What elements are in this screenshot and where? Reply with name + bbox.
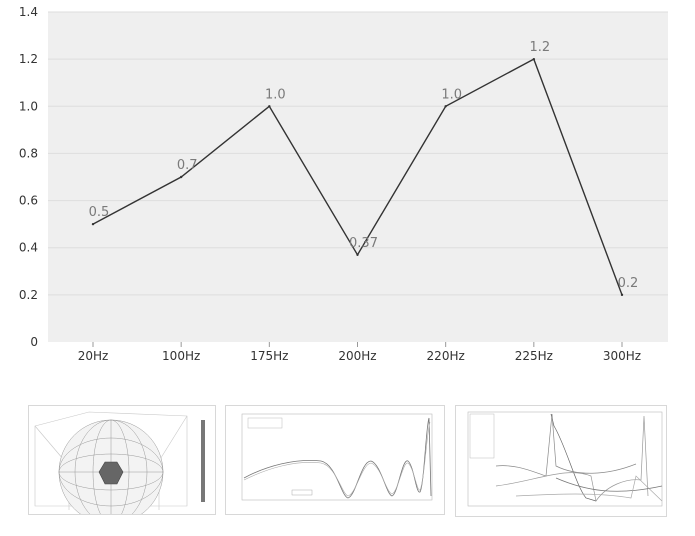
y-tick-label: 1.0 <box>19 99 38 113</box>
plot-area <box>48 12 668 342</box>
data-labels: 0.5 0.7 1.0 0.37 1.0 1.2 0.2 <box>89 40 639 297</box>
thumbnail-line-plot[interactable] <box>225 405 445 515</box>
x-tick-label: 100Hz <box>162 349 200 363</box>
mini-legend-2-icon <box>469 413 495 459</box>
mini-plot-frame-2 <box>467 411 663 507</box>
x-tick-label: 20Hz <box>78 349 109 363</box>
line-chart: 0 0.2 0.4 0.6 0.8 1.0 1.2 1.4 20Hz 100Hz 175Hz 200… <box>19 5 668 363</box>
data-point <box>444 105 447 108</box>
x-tick-label: 220Hz <box>427 349 465 363</box>
data-label: 0.2 <box>618 276 639 291</box>
data-point <box>620 293 624 297</box>
hexagon-icon <box>98 461 124 485</box>
data-point <box>356 253 359 256</box>
x-tick-label: 300Hz <box>603 349 641 363</box>
data-point <box>268 105 271 108</box>
x-tick-label: 175Hz <box>250 349 288 363</box>
data-label: 1.2 <box>529 40 550 55</box>
gridlines <box>48 11 668 296</box>
x-tick-label: 200Hz <box>338 349 376 363</box>
y-tick-label: 1.2 <box>19 52 38 66</box>
data-label: 0.5 <box>89 205 110 220</box>
y-tick-label: 0.6 <box>19 194 38 208</box>
data-point <box>532 57 536 61</box>
mini-multi-series-icon <box>495 413 663 502</box>
y-tick-label: 0 <box>30 335 38 349</box>
x-tick-label: 225Hz <box>515 349 553 363</box>
data-point <box>91 222 95 226</box>
data-label: 0.37 <box>349 236 378 251</box>
y-tick-label: 1.4 <box>19 5 38 19</box>
data-point <box>179 175 183 179</box>
y-tick-label: 0.2 <box>19 288 38 302</box>
thumbnail-3d-sphere[interactable] <box>28 405 216 515</box>
data-label: 1.0 <box>265 87 286 102</box>
data-label: 1.0 <box>441 87 462 102</box>
y-axis-ticks: 0 0.2 0.4 0.6 0.8 1.0 1.2 1.4 <box>19 5 38 349</box>
mini-plot-frame <box>241 413 433 501</box>
mini-series-2-icon <box>243 421 431 497</box>
y-tick-label: 0.4 <box>19 241 38 255</box>
mini-legend-icon <box>247 417 283 429</box>
scale-bar-icon <box>201 420 205 502</box>
data-label: 0.7 <box>177 158 198 173</box>
x-axis-ticks: 20Hz 100Hz 175Hz 200Hz 220Hz 225Hz 300Hz <box>78 342 641 363</box>
thumbnail-multi-line-plot[interactable] <box>455 405 667 517</box>
mini-annotation-icon <box>291 489 313 496</box>
y-tick-label: 0.8 <box>19 146 38 160</box>
